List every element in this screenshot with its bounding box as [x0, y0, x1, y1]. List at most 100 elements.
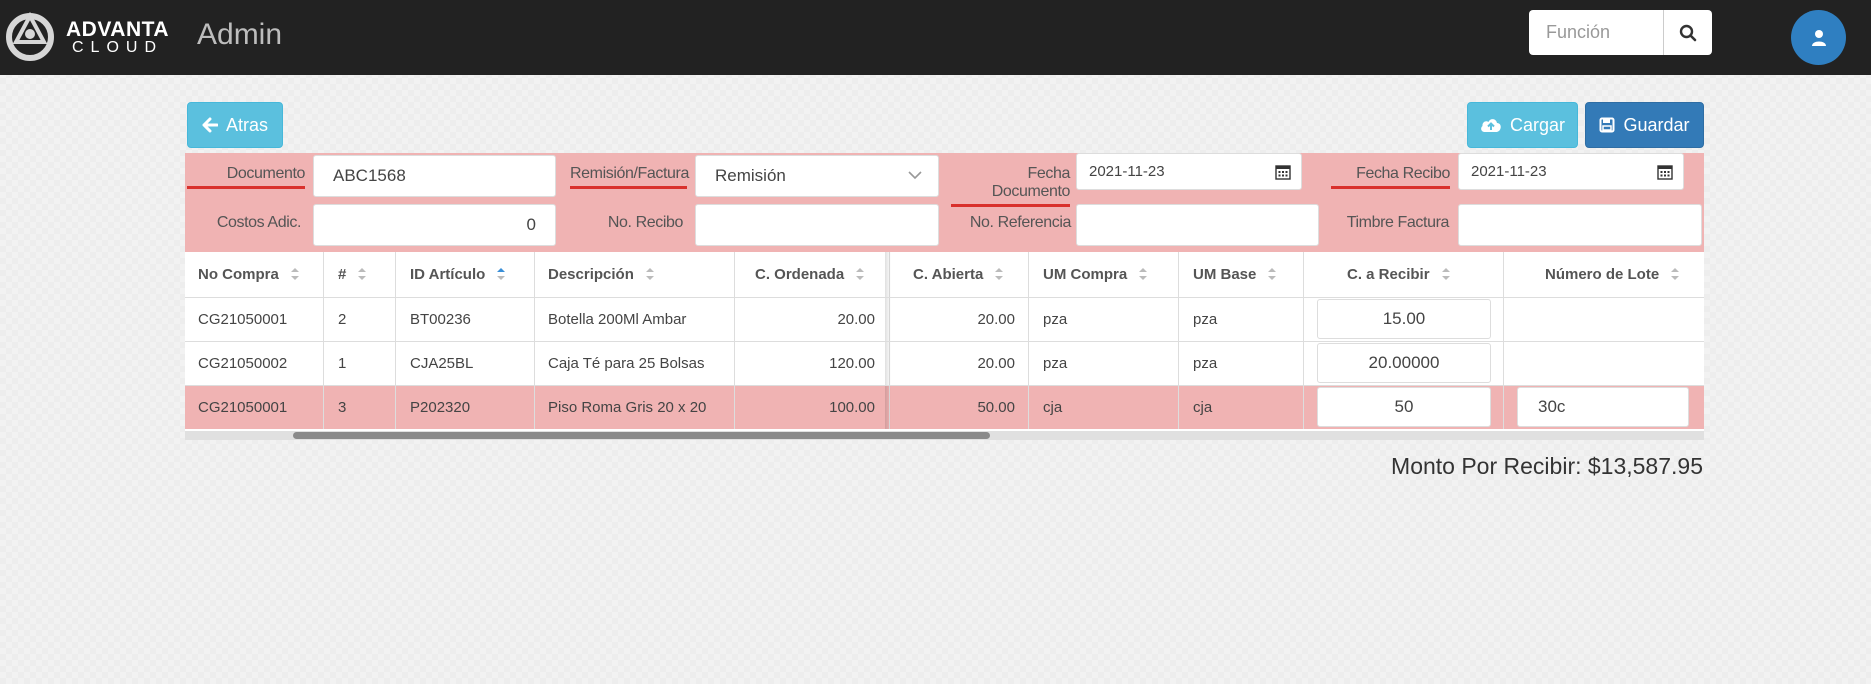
numero-de-lote-input[interactable]: 30c [1517, 387, 1689, 427]
cell-number: 1 [338, 355, 347, 372]
col-separator [889, 252, 890, 429]
costos-adic-label: Costos Adic. [216, 214, 302, 231]
header-id-articulo-label: ID Artículo [410, 265, 486, 283]
cell-number: 2 [338, 311, 347, 328]
advanta-cloud-logo[interactable]: ADVANTA CLOUD [4, 12, 169, 62]
cell-id-articulo: P202320 [410, 399, 471, 416]
sort-icon [645, 268, 654, 280]
remision-factura-select[interactable]: Remisión [695, 155, 939, 197]
cell-um-base: cja [1193, 399, 1213, 416]
documento-label: Documento [187, 165, 305, 189]
table-horizontal-scrollbar[interactable] [185, 431, 1704, 440]
header-number-label: # [338, 265, 347, 283]
fecha-documento-label: Fecha Documento [951, 165, 1070, 207]
header-numero-de-lote[interactable]: Número de Lote [1545, 252, 1681, 296]
header-um-base[interactable]: UM Base [1193, 252, 1278, 296]
no-referencia-input[interactable] [1076, 204, 1319, 246]
documento-input[interactable]: ABC1568 [313, 155, 556, 197]
upload-button[interactable]: Cargar [1467, 102, 1578, 148]
no-referencia-label: No. Referencia [969, 214, 1072, 231]
arrow-left-icon [202, 117, 218, 133]
cell-um-base: pza [1193, 355, 1218, 372]
calendar-icon[interactable] [1657, 164, 1673, 180]
cell-um-base: pza [1193, 311, 1218, 328]
sort-icon [290, 268, 299, 280]
header-c-a-recibir-label: C. a Recibir [1347, 265, 1430, 283]
search-icon [1679, 24, 1697, 41]
sort-icon [1671, 268, 1680, 280]
header-c-ordenada[interactable]: C. Ordenada [755, 252, 866, 296]
function-search-input[interactable] [1529, 10, 1663, 55]
row-separator [185, 385, 1704, 386]
cell-c-abierta: 50.00 [977, 399, 1015, 416]
calendar-icon[interactable] [1275, 164, 1291, 180]
cell-id-articulo: CJA25BL [410, 355, 474, 372]
user-icon [1811, 29, 1826, 46]
cell-c-ordenada: 20.00 [837, 311, 875, 328]
c-a-recibir-input[interactable]: 15.00 [1317, 299, 1491, 339]
col-separator [534, 252, 535, 429]
cloud-upload-icon [1481, 119, 1501, 132]
cell-descripcion: Piso Roma Gris 20 x 20 [548, 399, 707, 416]
fecha-recibo-label: Fecha Recibo [1331, 165, 1450, 189]
back-button[interactable]: Atras [187, 102, 283, 148]
header-c-abierta[interactable]: C. Abierta [913, 252, 1005, 296]
header-number[interactable]: # [338, 252, 368, 296]
chevron-down-icon [908, 171, 922, 180]
header-um-compra-label: UM Compra [1043, 265, 1128, 283]
header-um-base-label: UM Base [1193, 265, 1257, 283]
cell-no-compra: CG21050002 [198, 355, 288, 372]
document-form: Documento ABC1568 Remisión/Factura Remis… [185, 153, 1704, 252]
header-id-articulo[interactable]: ID Artículo [410, 252, 507, 296]
cell-c-abierta: 20.00 [977, 311, 1015, 328]
fecha-documento-input[interactable]: 2021-11-23 [1076, 153, 1302, 190]
no-recibo-label: No. Recibo [607, 214, 684, 231]
header-c-a-recibir[interactable]: C. a Recibir [1347, 252, 1452, 296]
app-title: Admin [197, 18, 283, 51]
costos-adic-input[interactable]: 0 [313, 204, 556, 246]
sort-asc-icon [497, 268, 506, 280]
sort-icon [1268, 268, 1277, 280]
upload-button-label: Cargar [1509, 114, 1566, 135]
no-recibo-input[interactable] [695, 204, 939, 246]
save-button[interactable]: Guardar [1585, 102, 1704, 148]
header-no-compra[interactable]: No Compra [198, 252, 301, 296]
logo-text-cloud: CLOUD [72, 39, 164, 56]
timbre-factura-input[interactable] [1458, 204, 1702, 246]
logo-text-advanta: ADVANTA [66, 18, 170, 41]
sort-icon [1441, 268, 1450, 280]
save-icon [1599, 117, 1615, 133]
header-descripcion[interactable]: Descripción [548, 252, 656, 296]
search-button[interactable] [1663, 10, 1712, 55]
fecha-recibo-input[interactable]: 2021-11-23 [1458, 153, 1684, 190]
col-separator [395, 252, 396, 429]
c-a-recibir-input[interactable]: 20.00000 [1317, 343, 1491, 383]
header-descripcion-label: Descripción [548, 265, 634, 283]
header-no-compra-label: No Compra [198, 265, 279, 283]
c-a-recibir-input[interactable]: 50 [1317, 387, 1491, 427]
frozen-column-shadow [885, 252, 891, 429]
remision-factura-label: Remisión/Factura [570, 165, 689, 189]
row-separator [185, 297, 1704, 298]
user-menu-button[interactable] [1791, 10, 1846, 65]
cell-no-compra: CG21050001 [198, 399, 288, 416]
cell-um-compra: pza [1043, 311, 1068, 328]
sort-icon [856, 268, 865, 280]
sort-icon [358, 268, 367, 280]
cell-descripcion: Caja Té para 25 Bolsas [548, 355, 705, 372]
col-separator [1178, 252, 1179, 429]
sort-icon [1139, 268, 1148, 280]
cell-um-compra: cja [1043, 399, 1063, 416]
back-button-label: Atras [225, 114, 268, 135]
fecha-documento-value: 2021-11-23 [1089, 163, 1165, 180]
col-separator [1503, 252, 1504, 429]
cell-descripcion: Botella 200Ml Ambar [548, 311, 687, 328]
header-um-compra[interactable]: UM Compra [1043, 252, 1149, 296]
cell-c-abierta: 20.00 [977, 355, 1015, 372]
cell-no-compra: CG21050001 [198, 311, 288, 328]
function-search [1529, 10, 1712, 55]
scrollbar-thumb[interactable] [293, 432, 990, 439]
sort-icon [995, 268, 1004, 280]
cell-number: 3 [338, 399, 347, 416]
cell-c-ordenada: 100.00 [829, 399, 875, 416]
